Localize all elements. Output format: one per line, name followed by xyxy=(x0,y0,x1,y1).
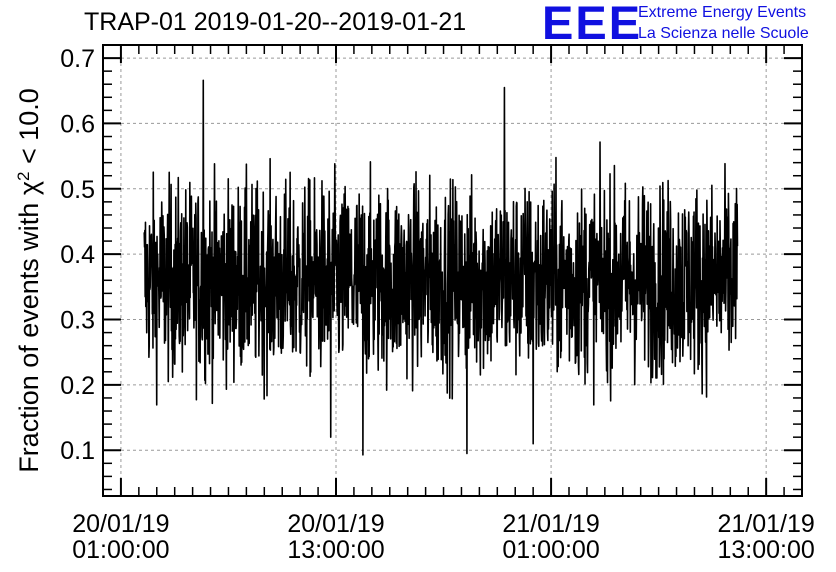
y-tick-label: 0.4 xyxy=(60,241,95,269)
x-tick-label-time: 13:00:00 xyxy=(287,536,384,564)
x-tick-label-date: 21/01/19 xyxy=(502,510,599,538)
series-line xyxy=(143,79,739,456)
y-tick-label: 0.6 xyxy=(60,110,95,138)
x-tick-label-time: 13:00:00 xyxy=(717,536,814,564)
x-tick-label-date: 21/01/19 xyxy=(717,510,814,538)
x-tick-label-date: 20/01/19 xyxy=(287,510,384,538)
y-axis-title-main: Fraction of events with χ xyxy=(14,181,44,473)
plot-frame xyxy=(102,44,803,497)
logo-mark: EEE xyxy=(542,0,643,49)
y-tick-label: 0.3 xyxy=(60,307,95,335)
y-axis-title: Fraction of events with χ2 < 10.0 xyxy=(14,88,45,473)
axis-labels: 0.10.20.30.40.50.60.720/01/1901:00:0020/… xyxy=(60,45,815,564)
y-axis-title-tail: < 10.0 xyxy=(14,88,44,171)
y-tick-label: 0.7 xyxy=(60,45,95,73)
y-tick-label: 0.1 xyxy=(60,437,95,465)
x-tick-label-time: 01:00:00 xyxy=(502,536,599,564)
series-layer xyxy=(143,79,739,456)
x-tick-label-time: 01:00:00 xyxy=(72,536,169,564)
logo-line-1: Extreme Energy Events xyxy=(638,4,807,21)
y-tick-label: 0.5 xyxy=(60,176,95,204)
y-axis-title-sup: 2 xyxy=(14,172,33,181)
axis-ticks xyxy=(103,45,802,496)
chart-title: TRAP-01 2019-01-20--2019-01-21 xyxy=(84,8,467,36)
logo-line-2: La Scienza nelle Scuole xyxy=(638,25,809,42)
x-tick-label-date: 20/01/19 xyxy=(72,510,169,538)
y-tick-label: 0.2 xyxy=(60,372,95,400)
